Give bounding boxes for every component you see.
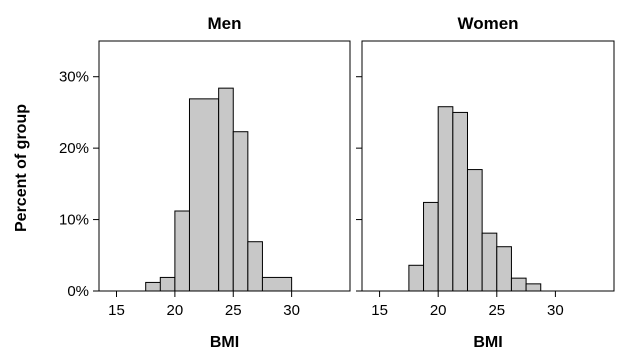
bar-8 bbox=[261, 276, 293, 292]
x-axis-label: BMI bbox=[210, 334, 239, 351]
x-tick-label: 15 bbox=[108, 302, 125, 319]
y-tick-label: 20% bbox=[59, 140, 89, 157]
x-tick-label: 15 bbox=[371, 302, 388, 319]
x-tick-label: 30 bbox=[547, 302, 564, 319]
bar-4 bbox=[452, 111, 468, 292]
panel-men: Men 15 20 25 30 0% 10% 20% 30% BMI bbox=[59, 14, 351, 351]
bar-7 bbox=[247, 241, 263, 292]
panel-title: Women bbox=[457, 14, 518, 33]
x-tick-label: 25 bbox=[488, 302, 505, 319]
panel-title: Men bbox=[208, 14, 242, 33]
x-tick-label: 30 bbox=[283, 302, 300, 319]
bar-7 bbox=[496, 246, 512, 292]
y-tick-label: 0% bbox=[67, 283, 89, 300]
bar-5 bbox=[218, 87, 234, 292]
y-tick-label: 10% bbox=[59, 212, 89, 229]
x-axis-label: BMI bbox=[473, 334, 502, 351]
bar-9 bbox=[525, 283, 542, 292]
plot-frame bbox=[98, 40, 351, 292]
bar-1 bbox=[408, 264, 425, 292]
x-tick-label: 20 bbox=[430, 302, 447, 319]
plot-frame bbox=[361, 40, 615, 292]
bar-4 bbox=[188, 98, 220, 292]
bar-2 bbox=[423, 201, 439, 292]
bar-5 bbox=[466, 169, 483, 292]
bar-3 bbox=[174, 210, 190, 292]
bar-6 bbox=[232, 131, 249, 292]
x-tick-label: 20 bbox=[167, 302, 184, 319]
bar-6 bbox=[481, 232, 498, 292]
bar-2 bbox=[159, 276, 176, 292]
y-axis-label: Percent of group bbox=[13, 104, 30, 232]
panel-women: Women 15 20 25 30 BMI bbox=[356, 14, 615, 351]
x-tick-label: 25 bbox=[225, 302, 242, 319]
bar-8 bbox=[510, 277, 527, 292]
bar-3 bbox=[437, 106, 454, 292]
y-tick-label: 30% bbox=[59, 69, 89, 86]
